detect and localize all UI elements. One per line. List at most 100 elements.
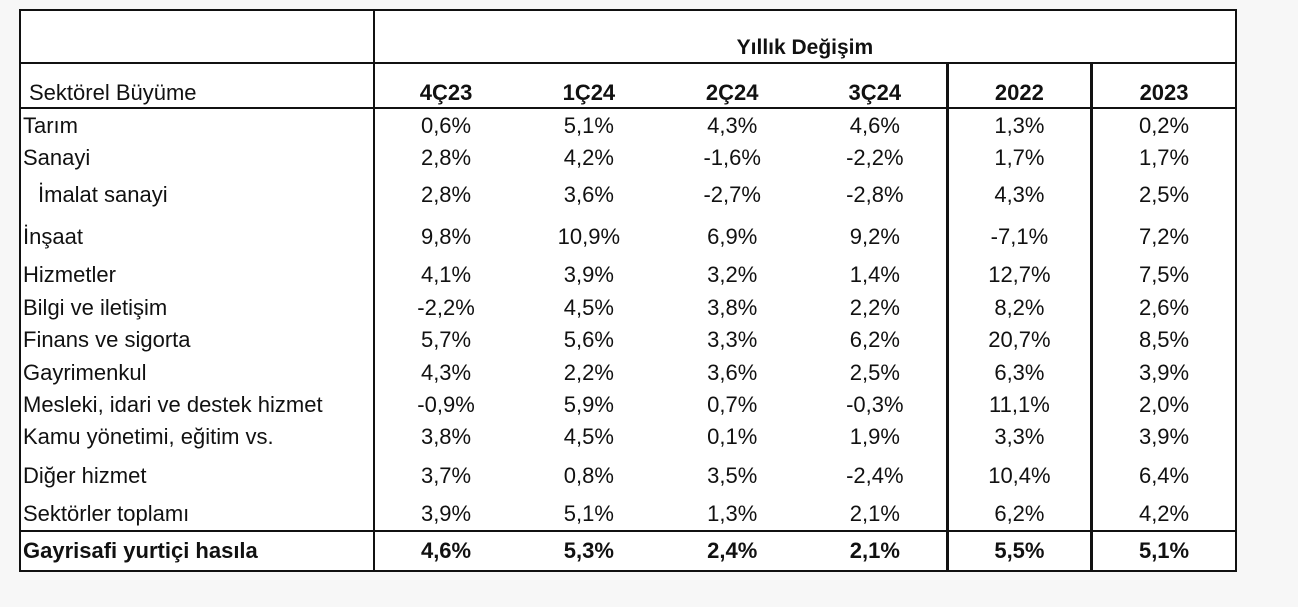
table-row: Mesleki, idari ve destek hizmet -0,9% 5,… <box>21 388 1235 422</box>
table-row: Sanayi 2,8% 4,2% -1,6% -2,2% 1,7% 1,7% <box>21 141 1235 175</box>
header-row: Sektörel Büyüme 4Ç23 1Ç24 2Ç24 3Ç24 2022… <box>21 63 1235 110</box>
cell-value: 3,9% <box>1090 421 1235 454</box>
cell-value: 1,9% <box>849 424 900 450</box>
cell-value: 3,5% <box>707 462 758 488</box>
table-row: Diğer hizmet 3,7% 0,8% 3,5% -2,4% 10,4% … <box>21 453 1235 498</box>
cell-value: -2,4% <box>846 462 904 488</box>
cell-value: 3,3% <box>945 421 1092 454</box>
total-cell-value: 2,1% <box>803 530 948 570</box>
cell-value: -7,1% <box>945 215 1092 260</box>
cell-value: 2,6% <box>1090 291 1235 324</box>
cell-value: 1,7% <box>945 141 1092 175</box>
cell-value: 3,9% <box>563 262 614 288</box>
cell-value: 2,0% <box>1090 388 1235 422</box>
cell-value: 6,3% <box>945 356 1092 389</box>
cell-value: 20,7% <box>945 323 1092 357</box>
cell-value: 9,8% <box>372 215 518 260</box>
cell-value: 3,9% <box>372 497 518 532</box>
cell-value: 6,9% <box>707 224 758 250</box>
row-label: Tarım <box>23 112 78 138</box>
cell-value: 2,5% <box>1090 174 1235 216</box>
table-row: Finans ve sigorta 5,7% 5,6% 3,3% 6,2% 20… <box>21 323 1235 357</box>
cell-value: 0,7% <box>707 391 758 417</box>
row-label: Sanayi <box>23 145 91 171</box>
row-label: Bilgi ve iletişim <box>23 294 168 320</box>
cell-value: 7,5% <box>1090 259 1235 292</box>
cell-value: 1,4% <box>849 262 900 288</box>
cell-value: 11,1% <box>945 388 1092 422</box>
cell-value: 0,2% <box>1090 108 1235 142</box>
cell-value: 4,5% <box>563 294 614 320</box>
total-cell-value: 4,6% <box>372 530 518 570</box>
cell-value: 4,3% <box>945 174 1092 216</box>
cell-value: 10,9% <box>557 224 621 250</box>
cell-value: 3,6% <box>563 181 614 207</box>
row-header-label: Sektörel Büyüme <box>21 63 374 110</box>
row-label: Mesleki, idari ve destek hizmet <box>23 391 323 417</box>
cell-value: 8,2% <box>945 291 1092 324</box>
col-header-2c24: 2Ç24 <box>660 63 804 110</box>
cell-value: 12,7% <box>945 259 1092 292</box>
cell-value: 6,4% <box>1090 453 1235 498</box>
row-label: İnşaat <box>23 224 83 250</box>
cell-value: 1,3% <box>707 500 758 526</box>
cell-value: 1,7% <box>1090 141 1235 175</box>
row-label: Kamu yönetimi, eğitim vs. <box>23 424 274 450</box>
row-label: Finans ve sigorta <box>23 327 191 353</box>
total-cell-value: 5,1% <box>1090 530 1235 570</box>
cell-value: 5,1% <box>563 500 614 526</box>
cell-value: 8,5% <box>1090 323 1235 357</box>
cell-value: 3,6% <box>707 359 758 385</box>
cell-value: 4,3% <box>372 356 518 389</box>
table-row: İnşaat 9,8% 10,9% 6,9% 9,2% -7,1% 7,2% <box>21 215 1235 260</box>
cell-value: 4,5% <box>563 424 614 450</box>
col-header-1c24: 1Ç24 <box>517 63 661 110</box>
cell-value: 0,1% <box>707 424 758 450</box>
cell-value: 5,9% <box>563 391 614 417</box>
cell-value: 2,8% <box>372 174 518 216</box>
cell-value: 4,1% <box>372 259 518 292</box>
row-label: Hizmetler <box>23 262 116 288</box>
cell-value: -2,8% <box>846 181 904 207</box>
total-row-label: Gayrisafi yurtiçi hasıla <box>21 530 374 570</box>
cell-value: 0,6% <box>372 108 518 142</box>
title-row: Yıllık Değişim <box>21 11 1235 65</box>
table-row: Tarım 0,6% 5,1% 4,3% 4,6% 1,3% 0,2% <box>21 108 1235 142</box>
cell-value: -1,6% <box>703 145 761 171</box>
total-cell-value: 5,5% <box>945 530 1092 570</box>
total-row: Gayrisafi yurtiçi hasıla 4,6% 5,3% 2,4% … <box>21 530 1235 570</box>
cell-value: 1,3% <box>945 108 1092 142</box>
cell-value: 2,5% <box>849 359 900 385</box>
col-header-2023: 2023 <box>1090 63 1235 110</box>
cell-value: 2,1% <box>849 500 900 526</box>
cell-value: 5,7% <box>372 323 518 357</box>
row-label: Diğer hizmet <box>23 462 147 488</box>
cell-value: 5,6% <box>563 327 614 353</box>
cell-value: 4,6% <box>849 112 900 138</box>
cell-value: -0,3% <box>846 391 904 417</box>
table-row: Sektörler toplamı 3,9% 5,1% 1,3% 2,1% 6,… <box>21 497 1235 532</box>
empty-corner-cell <box>21 11 374 65</box>
cell-value: -2,7% <box>703 181 761 207</box>
cell-value: 10,4% <box>945 453 1092 498</box>
cell-value: 3,8% <box>707 294 758 320</box>
cell-value: -2,2% <box>372 291 518 324</box>
cell-value: 2,2% <box>563 359 614 385</box>
cell-value: 4,2% <box>1090 497 1235 532</box>
cell-value: 2,2% <box>849 294 900 320</box>
col-header-3c24: 3Ç24 <box>803 63 948 110</box>
cell-value: 9,2% <box>849 224 900 250</box>
cell-value: 2,8% <box>372 141 518 175</box>
col-header-2022: 2022 <box>945 63 1092 110</box>
total-cell-value: 5,3% <box>517 530 661 570</box>
cell-value: 7,2% <box>1090 215 1235 260</box>
cell-value: 0,8% <box>563 462 614 488</box>
cell-value: -0,9% <box>372 388 518 422</box>
row-label: İmalat sanayi <box>38 181 168 207</box>
table-row: Kamu yönetimi, eğitim vs. 3,8% 4,5% 0,1%… <box>21 421 1235 454</box>
cell-value: 4,3% <box>707 112 758 138</box>
cell-value: 3,3% <box>707 327 758 353</box>
cell-value: 3,7% <box>372 453 518 498</box>
cell-value: 4,2% <box>563 145 614 171</box>
cell-value: 5,1% <box>563 112 614 138</box>
